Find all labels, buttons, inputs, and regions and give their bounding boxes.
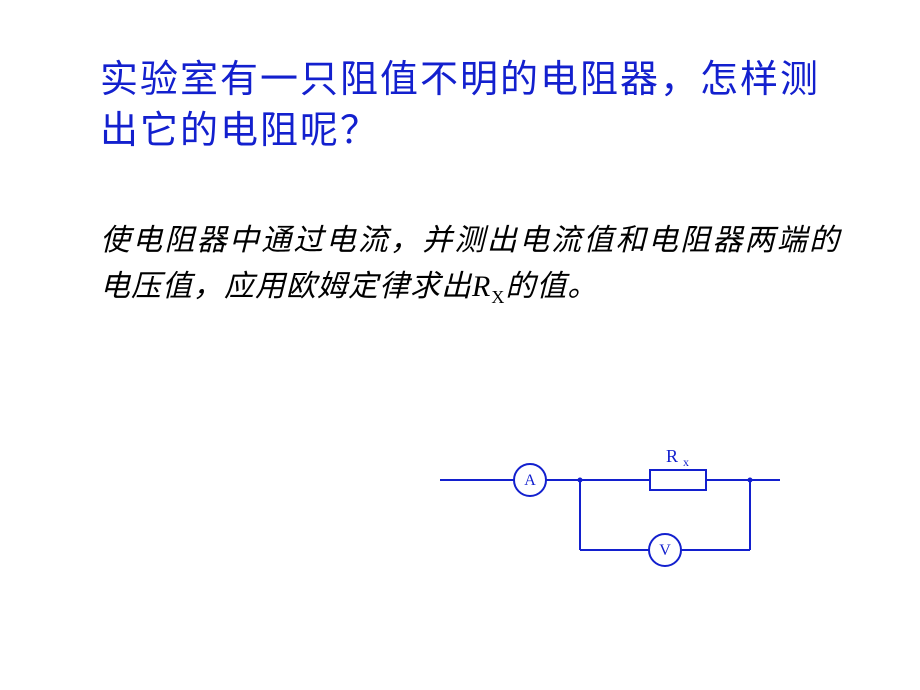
ammeter-label: A (524, 472, 536, 489)
svg-text:x: x (683, 455, 689, 469)
slide: 实验室有一只阻值不明的电阻器，怎样测出它的电阻呢？ 使电阻器中通过电流，并测出电… (0, 0, 920, 690)
body-text-post: 的值。 (505, 270, 598, 303)
voltmeter-label: V (659, 542, 671, 559)
title-heading: 实验室有一只阻值不明的电阻器，怎样测出它的电阻呢？ (100, 55, 840, 158)
body-subscript: X (491, 287, 505, 307)
body-text-pre: 使电阻器中通过电流，并测出电流值和电阻器两端的电压值，应用欧姆定律求出R (100, 224, 840, 304)
body-paragraph: 使电阻器中通过电流，并测出电流值和电阻器两端的电压值，应用欧姆定律求出RX的值。 (100, 218, 840, 312)
resistor-label: R (666, 446, 678, 466)
circuit-diagram: A Rx V (430, 430, 790, 610)
